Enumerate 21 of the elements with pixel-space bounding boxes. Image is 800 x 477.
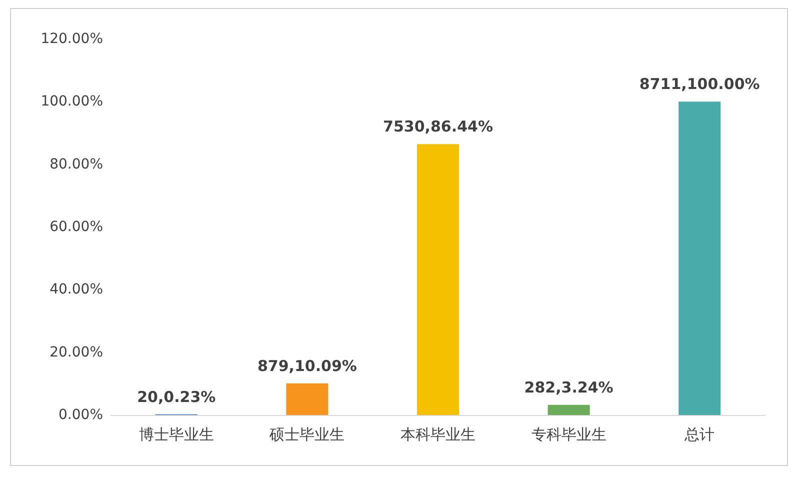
x-tick-label: 总计 [684, 426, 715, 444]
y-tick-label: 120.00% [40, 31, 103, 47]
data-label: 20,0.23% [137, 388, 216, 406]
bar [286, 383, 328, 415]
y-tick-label: 20.00% [50, 344, 103, 360]
x-tick-label: 博士毕业生 [138, 426, 214, 444]
y-tick-label: 60.00% [50, 219, 103, 235]
y-tick-label: 0.00% [58, 407, 103, 423]
y-tick-label: 40.00% [50, 282, 103, 298]
y-tick-label: 100.00% [40, 94, 103, 110]
y-tick-label: 80.00% [50, 156, 103, 172]
x-tick-label: 本科毕业生 [400, 426, 476, 444]
data-label: 8711,100.00% [639, 75, 760, 94]
x-tick-label: 专科毕业生 [531, 426, 606, 444]
bar [417, 144, 459, 415]
bar [548, 404, 590, 415]
bar [678, 102, 721, 415]
data-label: 282,3.24% [524, 378, 614, 396]
data-label: 7530,86.44% [383, 118, 493, 136]
data-label: 879,10.09% [257, 356, 357, 375]
x-tick-label: 硕士毕业生 [268, 426, 345, 444]
